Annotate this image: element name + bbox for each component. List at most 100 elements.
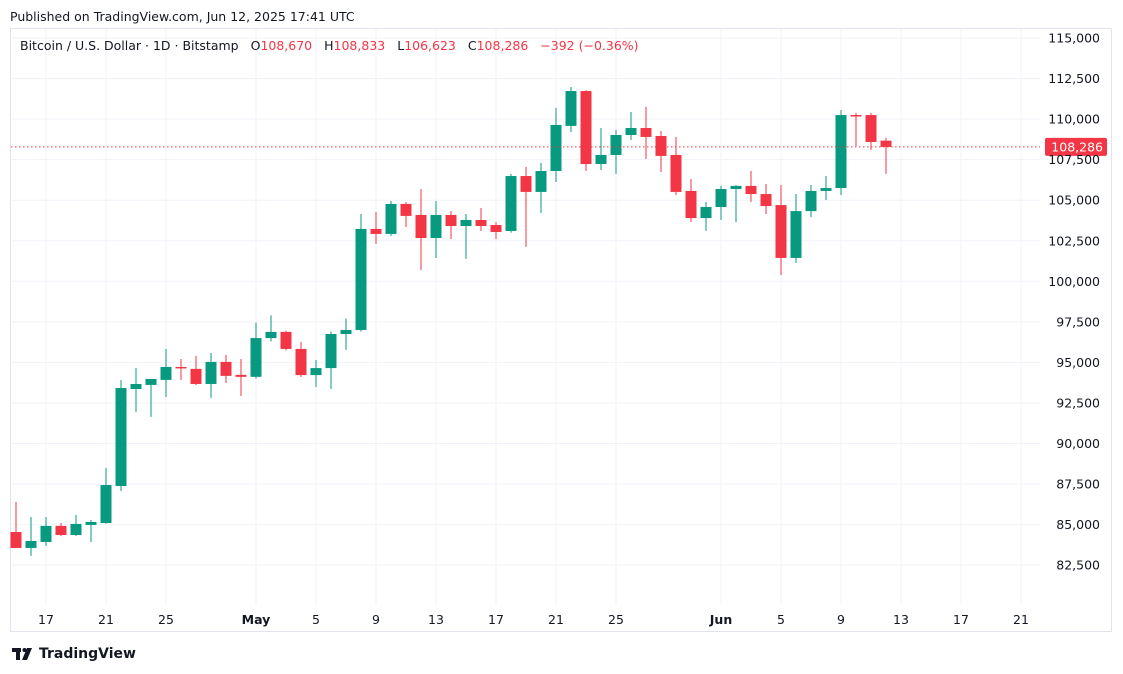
x-tick-label: 13 bbox=[893, 612, 909, 627]
candle bbox=[160, 348, 172, 397]
candle-body bbox=[205, 361, 217, 384]
candle-body bbox=[805, 190, 817, 212]
candle bbox=[625, 111, 637, 141]
high-label: H bbox=[324, 38, 334, 53]
candle bbox=[175, 358, 187, 380]
last-price-line: 108,286 bbox=[11, 137, 1107, 156]
candles bbox=[10, 86, 892, 556]
candle bbox=[880, 138, 892, 174]
low-value: 106,623 bbox=[404, 38, 456, 53]
candle-body bbox=[745, 185, 757, 195]
candle-body bbox=[565, 91, 577, 126]
candle bbox=[385, 201, 397, 236]
candle-body bbox=[175, 366, 187, 369]
candle bbox=[640, 106, 652, 160]
last-price-label: 108,286 bbox=[1051, 139, 1103, 154]
y-tick-label: 85,000 bbox=[1056, 517, 1100, 532]
candle-body bbox=[10, 531, 22, 548]
candle-body bbox=[130, 383, 142, 390]
candle-body bbox=[865, 115, 877, 142]
candle-body bbox=[700, 207, 712, 219]
chart-frame bbox=[10, 28, 1112, 632]
candle bbox=[790, 194, 802, 263]
candle-body bbox=[400, 203, 412, 216]
grid bbox=[11, 29, 1040, 605]
candle bbox=[580, 90, 592, 172]
symbol-title: Bitcoin / U.S. Dollar · 1D · Bitstamp bbox=[20, 38, 239, 53]
candle-body bbox=[520, 176, 532, 192]
y-tick-label: 97,500 bbox=[1056, 314, 1100, 329]
x-tick-label: 21 bbox=[98, 612, 114, 627]
candle-body bbox=[580, 91, 592, 165]
candle bbox=[70, 515, 82, 536]
candle bbox=[565, 86, 577, 133]
candle-body bbox=[595, 154, 607, 165]
candle bbox=[475, 207, 487, 232]
candle-body bbox=[145, 378, 157, 385]
candle-body bbox=[55, 525, 67, 535]
y-tick-label: 112,500 bbox=[1048, 71, 1100, 86]
candle-body bbox=[370, 228, 382, 234]
candle bbox=[370, 212, 382, 244]
y-tick-label: 82,500 bbox=[1056, 558, 1100, 573]
candle bbox=[130, 367, 142, 413]
candle-body bbox=[505, 176, 517, 232]
candle bbox=[745, 171, 757, 202]
price-axis: 82,500 85,000 87,500 90,000 92,500 95,000 97,5… bbox=[1048, 31, 1100, 573]
brand-name: TradingView bbox=[39, 646, 136, 662]
candle bbox=[460, 213, 472, 259]
candle bbox=[550, 107, 562, 183]
x-tick-label: 25 bbox=[608, 612, 624, 627]
published-caption: Published on TradingView.com, Jun 12, 20… bbox=[10, 9, 355, 24]
candle-body bbox=[655, 135, 667, 156]
time-axis: 17 21 25 May 5 9 13 17 21 25 Jun 5 9 13 17 21 bbox=[38, 612, 1029, 627]
y-tick-label: 92,500 bbox=[1056, 395, 1100, 410]
candle bbox=[820, 176, 832, 201]
low-label: L bbox=[397, 38, 405, 53]
candle-body bbox=[715, 189, 727, 208]
y-tick-label: 107,500 bbox=[1048, 152, 1100, 167]
open-value: 108,670 bbox=[260, 38, 313, 53]
candle bbox=[715, 185, 727, 220]
candle bbox=[760, 183, 772, 214]
candle-body bbox=[880, 140, 892, 147]
candle bbox=[685, 178, 697, 223]
x-tick-label: 17 bbox=[488, 612, 504, 627]
high-value: 108,833 bbox=[333, 38, 386, 53]
candle bbox=[145, 378, 157, 417]
candle bbox=[670, 136, 682, 196]
candle bbox=[355, 213, 367, 332]
candle-body bbox=[160, 366, 172, 380]
candle-body bbox=[790, 211, 802, 258]
candle-body bbox=[25, 540, 37, 548]
candle-body bbox=[100, 485, 112, 523]
candle bbox=[235, 358, 247, 396]
candle-body bbox=[685, 190, 697, 219]
symbol-legend: Bitcoin / U.S. Dollar · 1D · Bitstamp O1… bbox=[20, 38, 639, 53]
candle bbox=[265, 315, 277, 342]
candle bbox=[295, 341, 307, 377]
candle bbox=[205, 352, 217, 398]
candle-body bbox=[190, 368, 202, 384]
candle-body bbox=[220, 361, 232, 376]
candle-body bbox=[775, 205, 787, 258]
y-tick-label: 115,000 bbox=[1048, 31, 1100, 46]
x-tick-label: 21 bbox=[548, 612, 564, 627]
candle bbox=[220, 354, 232, 383]
candle-body bbox=[550, 124, 562, 172]
y-tick-label: 90,000 bbox=[1056, 436, 1100, 451]
x-tick-label: 9 bbox=[837, 612, 845, 627]
last-price-badge bbox=[1045, 137, 1107, 156]
candle-body bbox=[70, 523, 82, 535]
candle-body bbox=[625, 128, 637, 135]
candle-body bbox=[385, 203, 397, 234]
x-tick-label: 5 bbox=[312, 612, 320, 627]
candle-body bbox=[115, 388, 127, 486]
y-tick-label: 95,000 bbox=[1056, 355, 1100, 370]
candle bbox=[445, 211, 457, 239]
footer-brand[interactable]: TradingView bbox=[12, 646, 136, 662]
candle bbox=[250, 322, 262, 379]
candle-body bbox=[280, 331, 292, 349]
tradingview-logo-icon bbox=[12, 648, 32, 660]
